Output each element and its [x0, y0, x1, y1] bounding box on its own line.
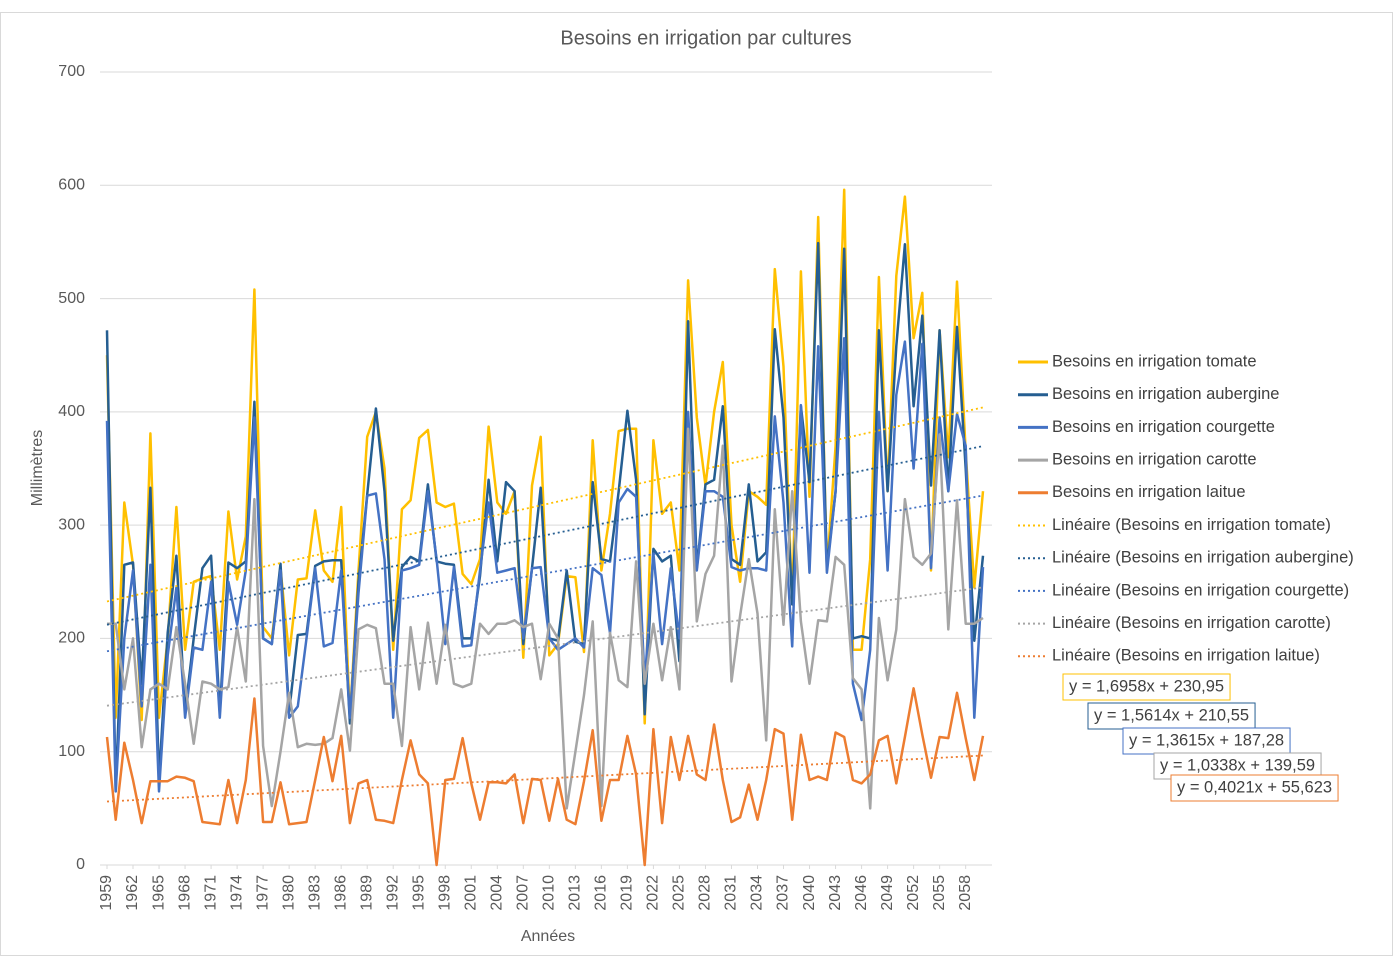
- x-tick-label: 2043: [827, 875, 844, 911]
- x-tick-label: 2040: [801, 875, 818, 911]
- x-tick-label: 2025: [671, 875, 688, 911]
- y-tick-label: 300: [58, 516, 85, 533]
- trendline-equation: y = 1,3615x + 187,28: [1129, 731, 1284, 749]
- y-axis-label: Millimètres: [29, 430, 46, 506]
- legend-label: Linéaire (Besoins en irrigation carotte): [1052, 614, 1331, 632]
- series-line: [105, 687, 985, 867]
- x-tick-label: 1965: [150, 875, 167, 911]
- x-tick-label: 2031: [723, 875, 740, 911]
- x-tick-label: 2028: [697, 875, 714, 911]
- x-tick-label: 1989: [358, 875, 375, 911]
- x-tick-label: 2019: [619, 875, 636, 911]
- series-line: [107, 427, 984, 810]
- legend-label: Besoins en irrigation aubergine: [1052, 385, 1279, 403]
- x-tick-label: 1983: [306, 875, 323, 911]
- x-tick-label: 2046: [853, 875, 870, 911]
- y-tick-label: 600: [58, 177, 85, 194]
- x-tick-label: 2016: [593, 875, 610, 911]
- trendline: [106, 754, 984, 803]
- legend-label: Besoins en irrigation courgette: [1052, 418, 1275, 436]
- y-tick-label: 200: [58, 630, 85, 647]
- x-tick-label: 1962: [124, 875, 141, 911]
- x-axis-label: Années: [521, 928, 575, 945]
- y-tick-label: 500: [58, 290, 85, 307]
- x-tick-label: 1980: [280, 875, 297, 911]
- x-tick-label: 1971: [202, 875, 219, 911]
- trendline-equation: y = 0,4021x + 55,623: [1177, 778, 1332, 796]
- x-tick-label: 1977: [254, 875, 271, 911]
- y-tick-label: 100: [58, 743, 85, 760]
- trendline: [106, 445, 984, 626]
- legend-label: Besoins en irrigation tomate: [1052, 352, 1257, 370]
- x-tick-label: 2049: [879, 875, 896, 911]
- equation-box: [1122, 727, 1291, 755]
- y-tick-label: 0: [76, 856, 85, 873]
- y-tick-label: 700: [58, 63, 85, 80]
- x-tick-label: 2052: [905, 875, 922, 911]
- x-tick-label: 2007: [515, 875, 532, 911]
- legend-label: Linéaire (Besoins en irrigation tomate): [1052, 516, 1331, 534]
- x-tick-label: 1995: [410, 875, 427, 911]
- x-tick-label: 2010: [541, 875, 558, 911]
- legend-label: Linéaire (Besoins en irrigation aubergin…: [1052, 549, 1354, 567]
- legend-label: Linéaire (Besoins en irrigation courgett…: [1052, 581, 1349, 599]
- x-tick-label: 1959: [98, 875, 115, 911]
- legend-label: Besoins en irrigation laitue: [1052, 483, 1246, 501]
- equation-box: [1087, 702, 1256, 730]
- x-tick-label: 2034: [749, 875, 766, 911]
- trendline-equation: y = 1,6958x + 230,95: [1069, 677, 1224, 695]
- x-tick-label: 2001: [462, 875, 479, 911]
- trendline: [106, 494, 984, 653]
- x-tick-label: 1968: [176, 875, 193, 911]
- x-tick-label: 1998: [436, 875, 453, 911]
- series-line: [105, 336, 985, 793]
- legend-label: Besoins en irrigation carotte: [1052, 450, 1257, 468]
- legend-label: Linéaire (Besoins en irrigation laitue): [1052, 647, 1320, 665]
- x-tick-label: 2058: [957, 875, 974, 911]
- x-tick-label: 2004: [489, 875, 506, 911]
- x-tick-label: 2013: [567, 875, 584, 911]
- x-tick-label: 2022: [645, 875, 662, 911]
- trendline-equation: y = 1,5614x + 210,55: [1094, 706, 1249, 724]
- x-tick-label: 1974: [228, 875, 245, 911]
- equation-box: [1170, 774, 1339, 802]
- trendline: [106, 586, 984, 707]
- chart-title: Besoins en irrigation par cultures: [560, 27, 851, 49]
- x-tick-label: 2037: [775, 875, 792, 911]
- x-tick-label: 2055: [931, 875, 948, 911]
- equation-box: [1062, 673, 1231, 701]
- trendline-equation: y = 1,0338x + 139,59: [1160, 756, 1315, 774]
- y-tick-label: 400: [58, 403, 85, 420]
- x-tick-label: 1986: [332, 875, 349, 911]
- x-tick-label: 1992: [384, 875, 401, 911]
